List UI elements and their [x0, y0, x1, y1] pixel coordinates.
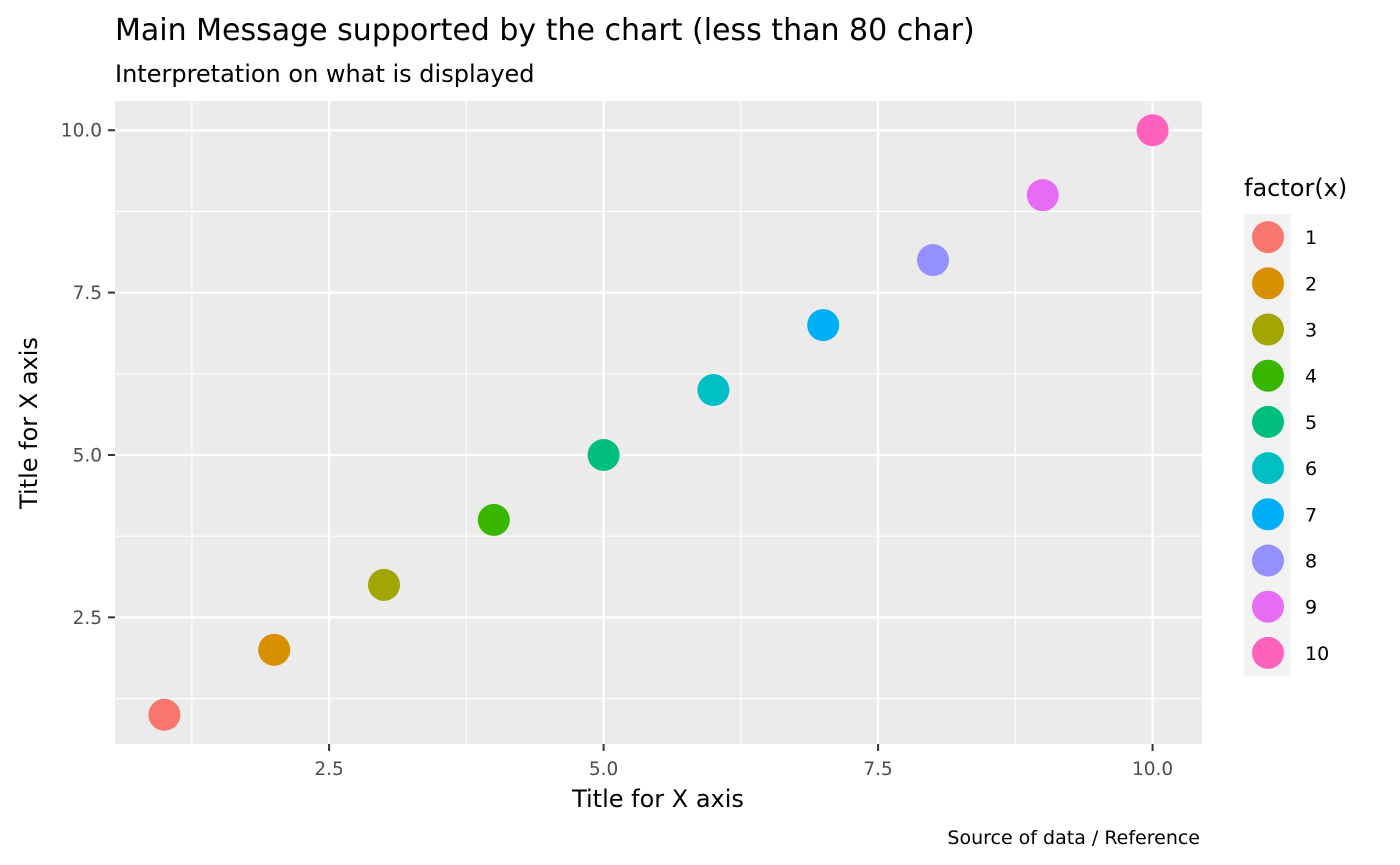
legend-label-5: 5 — [1305, 412, 1317, 434]
legend-label-6: 6 — [1305, 458, 1317, 480]
legend-key-3 — [1252, 313, 1284, 346]
legend-key-5 — [1252, 405, 1284, 438]
data-point-2 — [258, 633, 291, 666]
grid-major — [115, 101, 1202, 744]
legend-label-1: 1 — [1305, 227, 1317, 249]
legend-label-2: 2 — [1305, 273, 1317, 295]
y-tick-label: 10.0 — [61, 121, 102, 142]
x-axis: 2.5 5.0 7.5 10.0 — [314, 744, 1173, 780]
legend-label-10: 10 — [1305, 643, 1329, 665]
grid-minor — [115, 101, 1202, 744]
legend-title: factor(x) — [1244, 174, 1347, 202]
legend-label-8: 8 — [1305, 551, 1317, 573]
legend-key-1 — [1252, 221, 1284, 254]
y-tick-label: 2.5 — [73, 608, 102, 629]
legend-label-7: 7 — [1305, 504, 1317, 526]
legend-key-2 — [1252, 267, 1284, 300]
legend-key-4 — [1252, 359, 1284, 392]
legend-label-4: 4 — [1305, 366, 1317, 388]
x-tick-label: 10.0 — [1132, 759, 1173, 780]
x-tick-label: 7.5 — [863, 759, 892, 780]
chart-caption: Source of data / Reference — [947, 827, 1200, 849]
legend-key-9 — [1252, 590, 1284, 623]
legend-key-10 — [1252, 636, 1284, 669]
chart-title: Main Message supported by the chart (les… — [115, 13, 975, 48]
x-tick-label: 5.0 — [589, 759, 618, 780]
y-axis: 2.5 5.0 7.5 10.0 — [61, 121, 115, 629]
data-point-6 — [697, 374, 730, 407]
data-point-3 — [368, 568, 401, 601]
y-tick-label: 7.5 — [73, 283, 102, 304]
data-point-1 — [148, 698, 181, 731]
plot-panel — [115, 101, 1202, 744]
data-point-5 — [587, 438, 620, 471]
legend-key-8 — [1252, 544, 1284, 577]
y-axis-title: Title for X axis — [15, 337, 43, 510]
data-point-7 — [807, 309, 840, 342]
data-points — [148, 114, 1169, 731]
chart-subtitle: Interpretation on what is displayed — [115, 60, 535, 88]
y-tick-label: 5.0 — [73, 445, 102, 466]
legend: factor(x) 1 2 3 4 5 6 7 8 9 10 — [1244, 174, 1347, 676]
data-point-9 — [1026, 179, 1059, 212]
data-point-10 — [1136, 114, 1169, 147]
legend-label-9: 9 — [1305, 597, 1317, 619]
data-point-4 — [477, 503, 510, 536]
data-point-8 — [916, 244, 949, 277]
x-axis-title: Title for X axis — [571, 785, 744, 813]
legend-key-7 — [1252, 498, 1284, 531]
legend-label-3: 3 — [1305, 320, 1317, 342]
x-tick-label: 2.5 — [314, 759, 343, 780]
legend-key-6 — [1252, 452, 1284, 485]
